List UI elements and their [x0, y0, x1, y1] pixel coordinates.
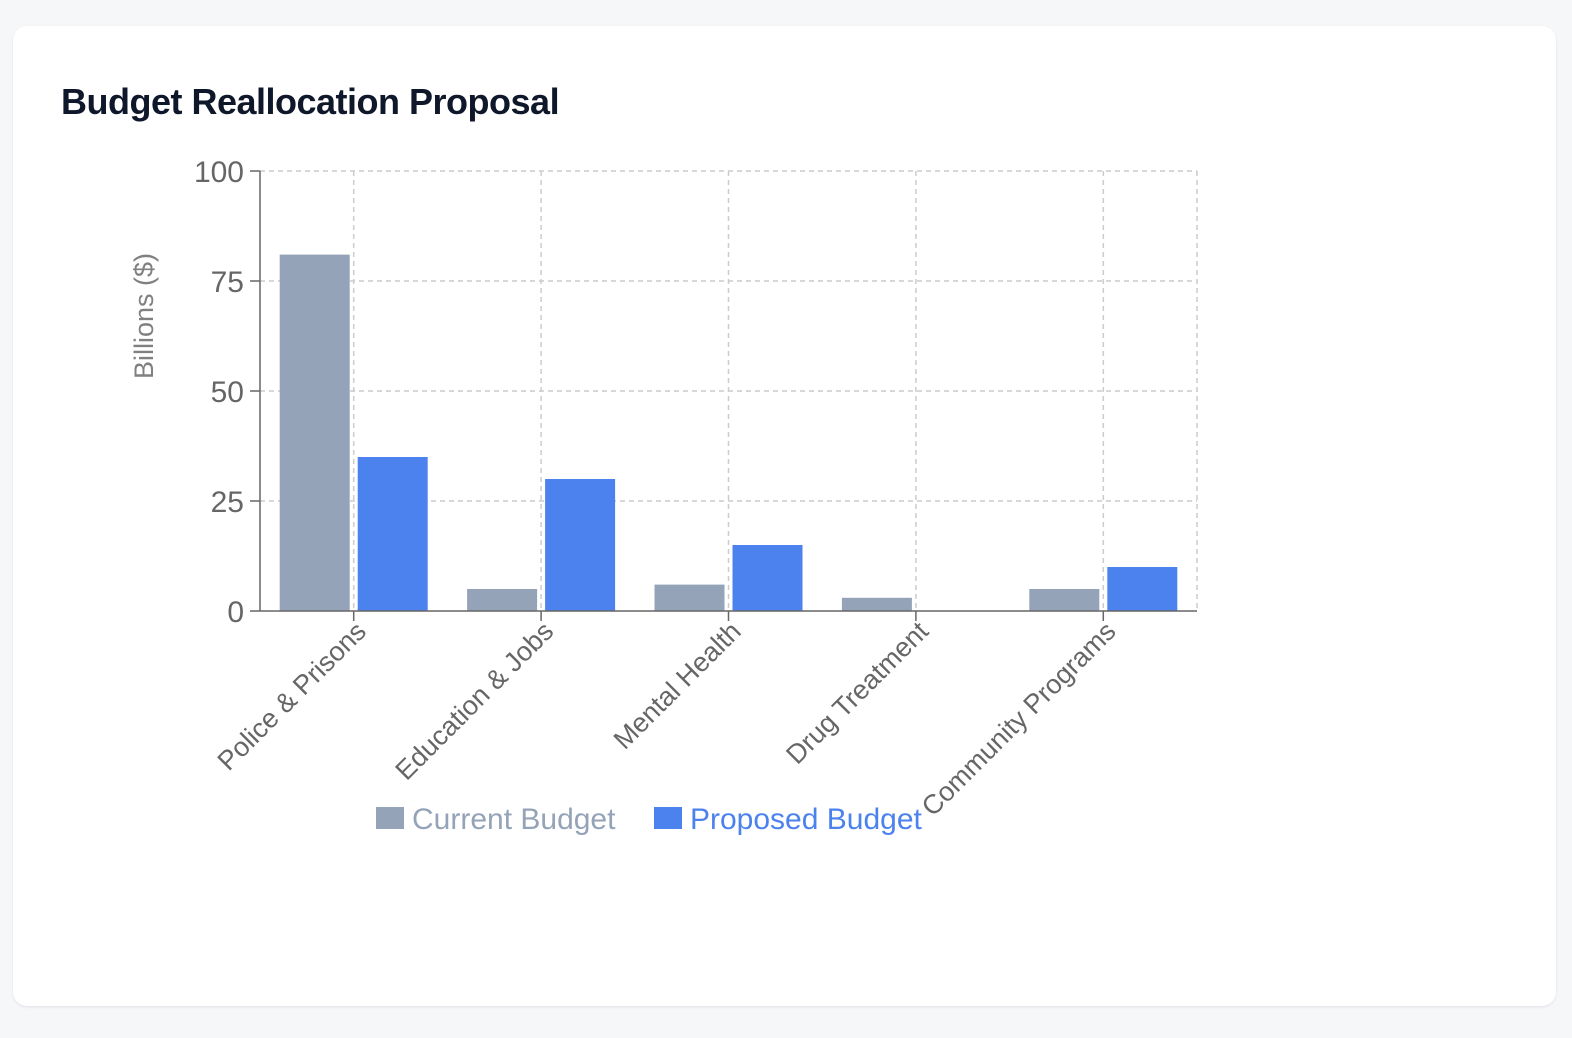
bar-current[interactable]: [841, 597, 912, 611]
bar-current[interactable]: [654, 584, 725, 611]
y-tick-label: 25: [211, 486, 244, 519]
bar-current[interactable]: [1029, 589, 1100, 611]
legend-swatch: [376, 807, 404, 829]
y-tick-label: 0: [227, 596, 244, 629]
chart-card: Budget Reallocation Proposal 0 25 50 75 100 …: [13, 26, 1556, 1006]
legend-swatch: [654, 807, 682, 829]
bars: [279, 254, 1178, 611]
bar-current[interactable]: [279, 254, 350, 611]
y-axis-title: Billions ($): [129, 253, 159, 379]
bar-proposed[interactable]: [1107, 567, 1178, 611]
bar-proposed[interactable]: [732, 545, 803, 611]
x-tick-label: Drug Treatment: [780, 616, 934, 770]
x-tick-label: Police & Prisons: [212, 616, 372, 776]
x-tick-labels: Police & Prisons Education & Jobs Mental H…: [212, 616, 1122, 822]
y-tick-label: 75: [211, 266, 244, 299]
bar-current[interactable]: [467, 589, 538, 611]
y-tick-labels: 0 25 50 75 100: [194, 156, 244, 629]
x-tick-label: Community Programs: [916, 616, 1122, 822]
bar-proposed[interactable]: [357, 457, 428, 611]
legend-item-current[interactable]: Current Budget: [376, 803, 616, 836]
bar-chart: 0 25 50 75 100 Police & Prisons Education & J…: [129, 156, 1198, 836]
legend[interactable]: Current Budget Proposed Budget: [376, 803, 923, 836]
axes: [250, 170, 1197, 621]
x-tick-label: Education & Jobs: [390, 616, 560, 786]
x-tick-label: Mental Health: [608, 616, 747, 755]
y-tick-label: 50: [211, 376, 244, 409]
legend-item-proposed[interactable]: Proposed Budget: [654, 803, 923, 836]
bar-proposed[interactable]: [545, 479, 616, 611]
legend-label: Proposed Budget: [690, 803, 923, 836]
legend-label: Current Budget: [412, 803, 616, 836]
y-tick-label: 100: [194, 156, 244, 189]
chart-title: Budget Reallocation Proposal: [61, 81, 560, 122]
